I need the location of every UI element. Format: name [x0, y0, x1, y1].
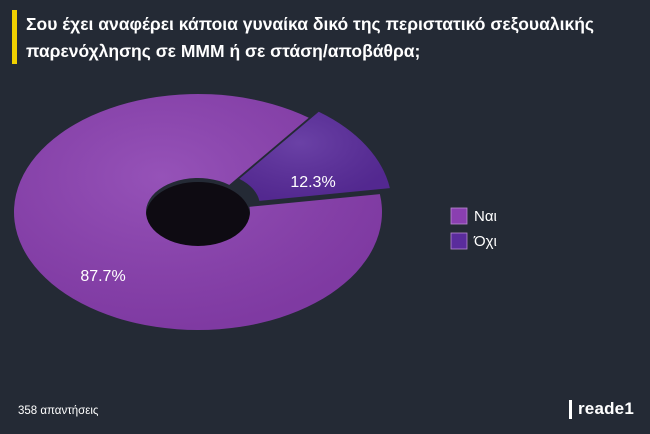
slice-shading-0 — [13, 94, 382, 330]
brand-text: reade1 — [577, 399, 634, 418]
data-label-1: 12.3% — [290, 174, 335, 191]
brand-bar-icon — [568, 399, 572, 419]
legend-swatch-0 — [450, 207, 468, 225]
responses-count: 358 απαντήσεις — [18, 405, 99, 417]
data-label-0: 87.7% — [80, 268, 125, 285]
chart-title: Σου έχει αναφέρει κάποια γυναίκα δικό τη… — [26, 14, 594, 61]
legend-label-1: Όχι — [473, 233, 497, 250]
donut-hole — [146, 182, 250, 250]
legend-swatch-1 — [450, 232, 468, 250]
title-accent-bar — [12, 10, 17, 64]
brand-logo: reade1 — [568, 399, 634, 419]
slice-shading-1 — [239, 111, 390, 201]
legend-label-0: Ναι — [474, 208, 497, 225]
